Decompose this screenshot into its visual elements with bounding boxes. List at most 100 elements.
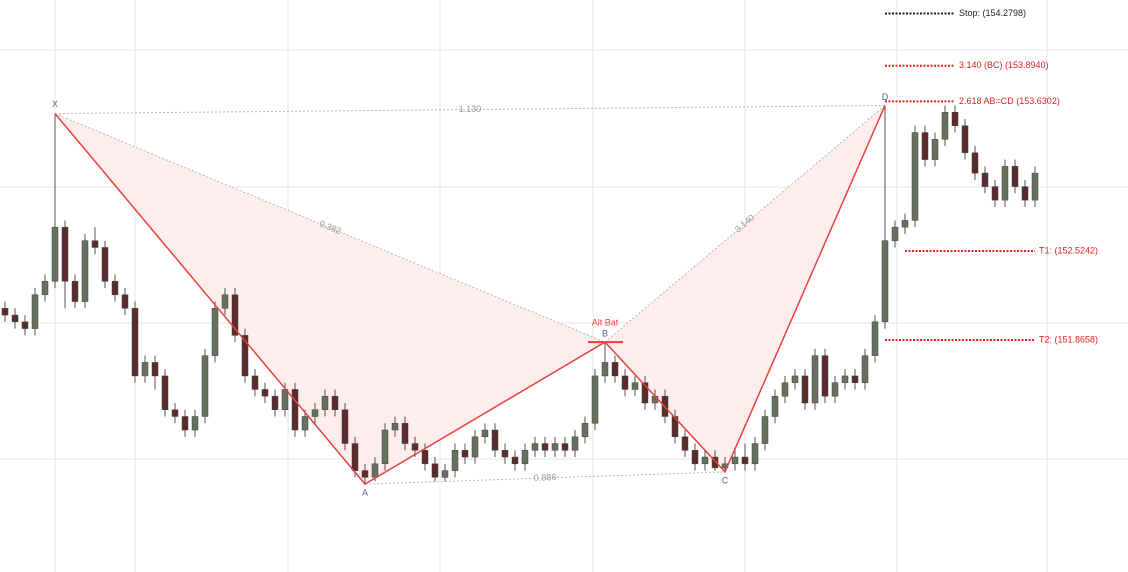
candle-body	[401, 423, 409, 444]
candle-body	[791, 375, 799, 383]
candle-body	[191, 416, 199, 431]
candle-body	[211, 308, 219, 356]
point-label: A	[362, 487, 368, 497]
candle-body	[521, 450, 529, 465]
candle-body	[571, 436, 579, 451]
candle-body	[251, 375, 259, 390]
candle-body	[231, 294, 239, 336]
point-label: X	[52, 99, 58, 109]
candle-body	[851, 375, 859, 383]
candle-body	[711, 456, 719, 469]
candle-body	[631, 382, 639, 390]
level-label: 3.140 (BC) (153.8940)	[959, 60, 1049, 70]
candle-body	[481, 429, 489, 438]
candle-body	[441, 470, 449, 478]
candle-body	[371, 463, 379, 478]
candle-body	[671, 416, 679, 438]
candle-body	[751, 443, 759, 465]
candle-body	[341, 409, 349, 444]
candle-body	[531, 443, 539, 451]
candle-body	[881, 240, 889, 323]
candle-body	[101, 247, 109, 282]
candle-body	[601, 362, 609, 377]
candle-body	[411, 443, 419, 451]
candle-body	[801, 375, 809, 404]
candle-body	[21, 321, 29, 329]
candle-body	[611, 362, 619, 377]
candle-body	[961, 125, 969, 154]
candle-body	[181, 416, 189, 431]
candle-body	[51, 226, 59, 282]
candle-body	[281, 389, 289, 410]
candle-body	[471, 436, 479, 458]
candle-body	[561, 443, 569, 451]
candle-body	[221, 294, 229, 309]
ratio-label: 0.886	[534, 472, 557, 483]
candle-body	[991, 186, 999, 201]
candle-body	[691, 450, 699, 465]
candle-body	[451, 450, 459, 471]
candle-body	[941, 111, 949, 140]
candle-body	[271, 395, 279, 410]
candle-body	[591, 375, 599, 424]
candle-body	[931, 139, 939, 160]
candle-body	[171, 409, 179, 417]
candle-body	[131, 308, 139, 377]
candle-body	[771, 395, 779, 417]
candle-body	[61, 226, 69, 282]
candle-body	[641, 382, 649, 404]
candle-body	[351, 443, 359, 471]
candle-body	[31, 294, 39, 329]
candle-body	[701, 456, 709, 465]
candle-body	[151, 362, 159, 377]
candle-body	[71, 281, 79, 302]
candle-body	[1001, 166, 1009, 201]
candle-body	[621, 375, 629, 390]
candle-body	[581, 423, 589, 438]
candle-body	[381, 429, 389, 465]
candle-body	[981, 172, 989, 187]
pattern-fill	[605, 105, 885, 472]
candle-body	[321, 395, 329, 410]
candle-body	[331, 395, 339, 410]
candle-body	[91, 240, 99, 248]
candle-body	[871, 321, 879, 356]
level-label: Stop: (154.2798)	[959, 8, 1026, 18]
level-label: T2: (151.8658)	[1039, 334, 1098, 344]
candle-body	[81, 240, 89, 302]
ratio-line	[364, 471, 726, 485]
candle-body	[391, 423, 399, 431]
candle-body	[511, 456, 519, 465]
candle-body	[901, 220, 909, 228]
candle-body	[491, 429, 499, 451]
candle-body	[551, 443, 559, 451]
pattern-fill	[55, 113, 605, 485]
candle-body	[681, 436, 689, 451]
candle-body	[951, 111, 959, 127]
candle-body	[761, 416, 769, 444]
candle-body	[821, 355, 829, 397]
candle-body	[861, 355, 869, 383]
candle-body	[291, 389, 299, 431]
candle-body	[311, 409, 319, 417]
level-label: 2.618 AB=CD (153.6302)	[959, 96, 1060, 106]
level-label: T1: (152.5242)	[1039, 245, 1098, 255]
candle-body	[301, 416, 309, 431]
candle-body	[841, 375, 849, 383]
candle-body	[241, 335, 249, 377]
candle-body	[731, 456, 739, 465]
candle-body	[11, 314, 19, 323]
candle-body	[971, 152, 979, 174]
candle-body	[501, 450, 509, 458]
candle-body	[461, 450, 469, 458]
candle-body	[1021, 186, 1029, 201]
candle-body	[421, 450, 429, 465]
candle-body	[921, 132, 929, 160]
ratio-label: 1.130	[459, 104, 482, 114]
candle-body	[261, 389, 269, 397]
candle-body	[431, 463, 439, 478]
candle-body	[111, 281, 119, 296]
